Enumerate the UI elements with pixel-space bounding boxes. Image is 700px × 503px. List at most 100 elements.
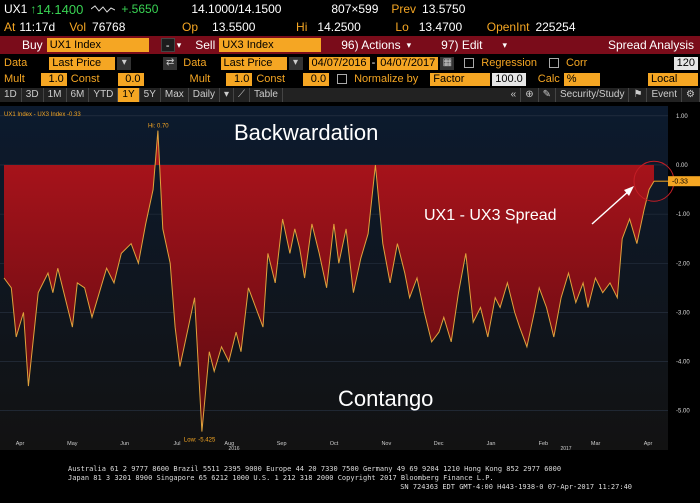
quote-op-label: Op: [182, 20, 199, 34]
tab-max[interactable]: Max: [161, 88, 189, 102]
data2-label: Data: [183, 57, 207, 69]
data2-select[interactable]: Last Price: [220, 56, 287, 70]
quote-prev: 13.5750: [422, 2, 466, 16]
regression-label: Regression: [481, 57, 537, 69]
x-tick-label: Jan: [487, 441, 496, 447]
buy-security-field[interactable]: UX1 Index: [46, 38, 149, 52]
y-tick-label: -4.00: [676, 360, 690, 366]
data-select[interactable]: Last Price: [49, 56, 116, 70]
x-tick-label: Jun: [120, 441, 129, 447]
zoom-icon[interactable]: ⊕: [521, 88, 539, 102]
settings-row-1: Data Last Price ▾ ⇄ Data Last Price ▾ 04…: [0, 55, 700, 71]
spread-chart-svg[interactable]: 1.00 0.00 -1.00 -2.00 -3.00 -4.00 -5.00 Apr May…: [0, 104, 700, 464]
high-marker-label: Hi: 0.70: [148, 124, 169, 130]
quote-bid-ask: 14.1000/14.1500: [191, 2, 282, 16]
mult-field[interactable]: 1.0: [40, 72, 67, 86]
collapse-icon[interactable]: «: [507, 88, 522, 102]
factor-value-field[interactable]: 100.0: [492, 72, 526, 86]
tab-1d[interactable]: 1D: [0, 88, 22, 102]
spread-chart[interactable]: 1.00 0.00 -1.00 -2.00 -3.00 -4.00 -5.00 Apr May…: [0, 104, 700, 464]
tab-3d[interactable]: 3D: [22, 88, 44, 102]
last-value-box: [668, 176, 700, 187]
start-date-field[interactable]: 04/07/2016: [308, 56, 370, 70]
x-tick-label: Jul: [173, 441, 180, 447]
calc-select[interactable]: %: [563, 72, 600, 86]
mult2-label: Mult: [189, 73, 211, 85]
calendar-icon[interactable]: ▦: [440, 56, 455, 70]
swap-icon[interactable]: ⇄: [163, 56, 178, 70]
year-label: 2017: [560, 446, 571, 452]
quote-vol-label: Vol: [69, 20, 87, 34]
spread-analysis-title: Spread Analysis: [607, 38, 694, 52]
tab-1y[interactable]: 1Y: [118, 88, 140, 102]
settings-icon[interactable]: ⚙: [682, 88, 700, 102]
spread-line: [3, 130, 655, 432]
corr-label: Corr: [565, 57, 588, 69]
corr-checkbox[interactable]: [548, 58, 559, 68]
mult2-field[interactable]: 1.0: [226, 72, 253, 86]
contango-label: Contango: [338, 386, 433, 411]
period-select[interactable]: Daily: [189, 88, 221, 102]
quote-lo: 13.4700: [418, 20, 463, 34]
table-tab[interactable]: Table: [250, 88, 283, 102]
mult-label: Mult: [4, 73, 25, 85]
annotate-icon[interactable]: ✎: [539, 88, 556, 102]
event-button[interactable]: Event: [647, 88, 683, 102]
edit-dropdown-icon[interactable]: ▾: [502, 39, 508, 50]
quote-arrow: ↑: [30, 2, 37, 16]
chart-legend: UX1 Index - UX3 Index -0.33: [4, 112, 81, 118]
end-date-field[interactable]: 04/07/2017: [377, 56, 439, 70]
const-field[interactable]: 0.0: [117, 72, 144, 86]
footer-line-3: SN 724363 EDT GMT-4:00 H443-1938-0 07-Ap…: [400, 483, 632, 491]
y-tick-label: -5.00: [676, 409, 690, 415]
normalize-label: Normalize by: [354, 73, 419, 85]
quote-last: 14.1400: [36, 1, 84, 17]
x-tick-label: Dec: [434, 441, 444, 447]
line-chart-icon[interactable]: ⟋: [234, 88, 251, 102]
local-select[interactable]: Local: [648, 72, 698, 86]
quote-bar: UX1 ↑ 14.1400 +.5650 14.1000/14.1500 807…: [0, 0, 700, 18]
sell-security-field[interactable]: UX3 Index: [219, 38, 322, 52]
buy-minus-button[interactable]: -: [160, 38, 175, 52]
command-bar: Buy UX1 Index - ▾ Sell UX3 Index 96) Act…: [0, 36, 700, 54]
spread-series-label: UX1 - UX3 Spread: [424, 207, 557, 224]
quote-hi: 14.2500: [317, 20, 361, 34]
data-dropdown-icon[interactable]: ▾: [117, 56, 132, 70]
toolbar-tabs: 1D 3D 1M 6M YTD 1Y 5Y Max Daily ▾ ⟋ Tabl…: [0, 88, 700, 102]
data2-dropdown-icon[interactable]: ▾: [288, 56, 303, 70]
flag-icon[interactable]: ⚑: [629, 88, 648, 102]
tab-ytd[interactable]: YTD: [89, 88, 119, 102]
settings-row-2: Mult 1.0 Const 0.0 Mult 1.0 Const 0.0 No…: [0, 71, 700, 87]
regression-checkbox[interactable]: [464, 58, 475, 68]
footer-line-1: Australia 61 2 9777 8600 Brazil 5511 239…: [68, 465, 562, 473]
actions-dropdown-icon[interactable]: ▾: [406, 39, 412, 50]
edit-menu-button[interactable]: 97) Edit: [441, 38, 483, 52]
tab-5y[interactable]: 5Y: [140, 88, 161, 102]
x-tick-label: Aug: [224, 441, 234, 447]
x-tick-label: Mar: [591, 441, 601, 447]
security-study-button[interactable]: Security/Study: [556, 88, 630, 102]
tab-1m[interactable]: 1M: [44, 88, 67, 102]
footer-line-2: Japan 81 3 3201 8900 Singapore 65 6212 1…: [68, 474, 494, 482]
normalize-checkbox[interactable]: [337, 74, 348, 84]
actions-menu-button[interactable]: 96) Actions: [341, 38, 401, 52]
backwardation-label: Backwardation: [234, 120, 378, 145]
quote-hi-label: Hi: [296, 20, 308, 34]
date-separator: -: [371, 57, 376, 69]
tab-6m[interactable]: 6M: [67, 88, 90, 102]
period-dropdown-icon[interactable]: ▾: [220, 88, 235, 102]
quote-bar-2: At 11:17d Vol 76768 Op 13.5500 Hi 14.250…: [0, 18, 700, 36]
quote-time: 11:17d: [19, 20, 56, 34]
factor-select[interactable]: Factor: [430, 72, 491, 86]
x-tick-label: Feb: [539, 441, 548, 447]
quote-ticker[interactable]: UX1: [4, 2, 28, 16]
quote-at-label: At: [4, 20, 16, 34]
quote-vol: 76768: [92, 20, 126, 34]
const2-field[interactable]: 0.0: [303, 72, 330, 86]
last-value-text: -0.33: [672, 179, 688, 186]
corr-field[interactable]: 120: [673, 56, 698, 70]
data-label: Data: [4, 57, 28, 69]
dropdown-arrow-icon[interactable]: ▾: [176, 39, 182, 50]
sparkline-icon: [91, 3, 116, 15]
sell-label: Sell: [195, 38, 216, 52]
